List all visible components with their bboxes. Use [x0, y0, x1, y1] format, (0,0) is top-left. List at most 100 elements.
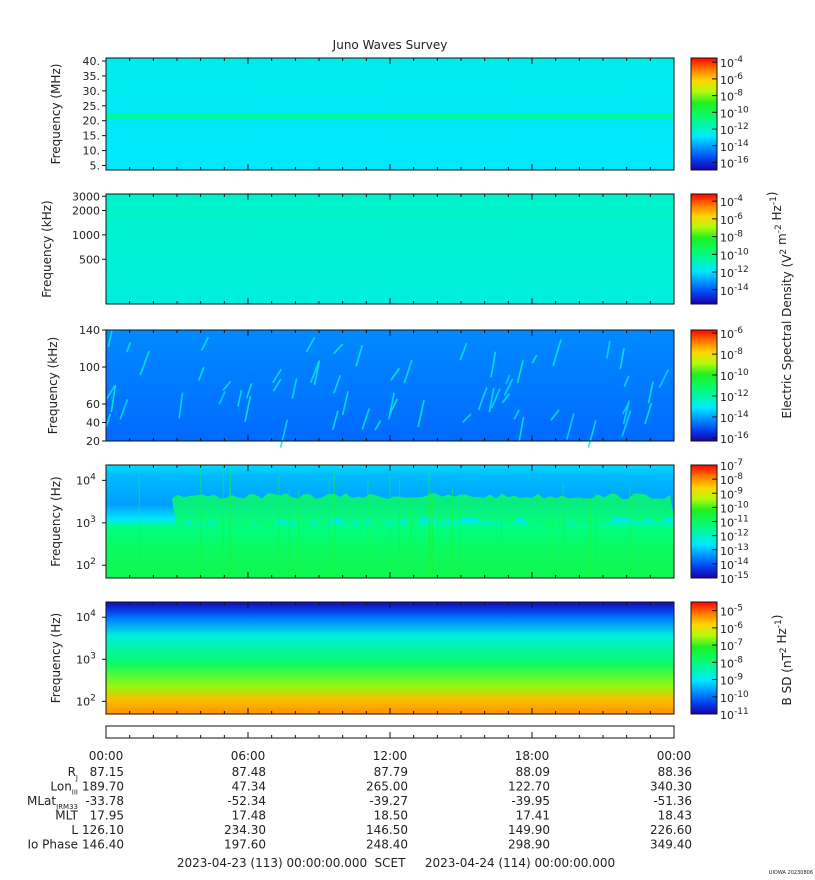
colorbar-tick-label: 10-10 — [720, 500, 749, 515]
emission-band — [106, 213, 674, 217]
burst-streak — [619, 348, 625, 370]
ephemeris-value: 298.90 — [508, 838, 550, 852]
burst-streak — [647, 381, 654, 404]
burst-streak — [271, 368, 282, 384]
burst-streak — [587, 420, 597, 448]
colorbar-tick-label: 10-6 — [720, 72, 743, 87]
burst-streak — [566, 413, 575, 440]
spectrogram-panels: 40. 35. 30. 25. 20. 15. 10. 5. Frequency (MHz) 30… — [40, 55, 675, 715]
burst-streak — [513, 409, 520, 420]
y-tick-label: 3000 — [72, 190, 100, 203]
ephemeris-value: 18.50 — [374, 809, 408, 823]
ephemeris-label: LonIII — [50, 780, 78, 797]
burst-streak — [107, 330, 113, 347]
y-tick-label: 40. — [83, 55, 101, 68]
burst-streak — [552, 339, 562, 367]
y-axis-label: Frequency (MHz) — [49, 64, 63, 165]
burst-streak — [200, 336, 210, 351]
y-tick-label: 35. — [83, 70, 101, 83]
colorbar-tick-label: 10-7 — [720, 458, 743, 473]
ephemeris-value: 47.34 — [232, 780, 266, 794]
colorbar-3: 10-6 10-8 10-10 10-12 10-14 10-16 — [690, 326, 749, 446]
colorbar-tick-label: 10-16 — [720, 431, 749, 446]
burst-streak — [501, 393, 511, 404]
ephemeris-value: 87.48 — [232, 765, 266, 779]
burst-streak — [390, 367, 401, 381]
colorbars: 10-410-610-810-1010-1210-1410-1610-410-6… — [690, 55, 749, 722]
y-tick-label: 40 — [86, 417, 100, 430]
footer-tag: UIOWA 20230806 — [769, 870, 813, 876]
efield-colorbar-label: Electric Spectral Density (V2 m-2 Hz-1) — [765, 191, 794, 418]
ephemeris-value: 146.50 — [366, 823, 408, 837]
chart-title: Juno Waves Survey — [332, 38, 448, 52]
ephemeris-value: 126.10 — [82, 823, 124, 837]
colorbar-tick-label: 10-6 — [720, 212, 743, 227]
colorbar-tick-label: 10-16 — [720, 155, 749, 170]
y-tick-label: 104 — [76, 609, 96, 624]
ephemeris-value: 234.30 — [224, 823, 266, 837]
ephemeris-row: RJ 87.15 87.48 87.79 88.09 88.36 — [68, 765, 692, 782]
burst-streak — [518, 416, 525, 441]
ephemeris-value: -51.36 — [653, 794, 692, 808]
burst-streak — [477, 387, 488, 411]
y-tick-label: 1000 — [72, 229, 100, 242]
burst-streak — [387, 392, 395, 420]
spectrogram-panel-3: 140 100 60 40 20 Frequency (kHz) — [46, 324, 675, 448]
burst-streak — [218, 391, 226, 405]
spectrogram-panel-1: 40. 35. 30. 25. 20. 15. 10. 5. Frequency (MHz) — [49, 55, 675, 173]
ephemeris-row: LonIII 189.70 47.34 265.00 122.70 340.30 — [50, 780, 692, 797]
ephemeris-value: 149.90 — [508, 823, 550, 837]
scet-end-label: 2023-04-24 (114) 00:00:00.000 — [425, 856, 615, 870]
burst-streak — [237, 389, 243, 407]
y-axis-label: Frequency (Hz) — [49, 476, 63, 567]
time-tick-label: 00:00 — [89, 749, 124, 763]
ephemeris-row: MLT 17.95 17.48 18.50 17.41 18.43 — [55, 809, 692, 823]
colorbar-tick-label: 10-14 — [720, 283, 749, 298]
y-tick-label: 100 — [79, 361, 100, 374]
ephemeris-value: 349.40 — [650, 838, 692, 852]
colorbar-tick-label: 10-14 — [720, 410, 749, 425]
ephemeris-row: Io Phase 146.40 197.60 248.40 298.90 349.40 — [27, 838, 692, 852]
colorbar-tick-label: 10-10 — [720, 247, 749, 262]
spectrogram-panel-4: 104 103 102 Frequency (Hz) — [49, 464, 675, 579]
burst-streak — [222, 380, 232, 391]
colorbar-tick-label: 10-10 — [720, 368, 749, 383]
ephemeris-value: 87.15 — [90, 765, 124, 779]
burst-streak — [305, 336, 316, 353]
burst-streak — [110, 384, 117, 413]
colorbar-tick-label: 10-12 — [720, 529, 749, 544]
y-tick-label: 5. — [90, 160, 101, 173]
burst-streak — [658, 369, 669, 388]
y-tick-label: 25. — [83, 100, 101, 113]
spectrogram-image — [106, 602, 674, 714]
burst-streak — [106, 385, 116, 400]
colorbar-2: 10-4 10-6 10-8 10-10 10-12 10-14 — [690, 193, 749, 305]
y-tick-label: 104 — [76, 472, 96, 487]
ephemeris-value: 17.95 — [90, 809, 124, 823]
scet-start-label: 2023-04-23 (113) 00:00:00.000 — [177, 856, 367, 870]
ephemeris-value: -33.78 — [85, 794, 124, 808]
colorbar-tick-label: 10-10 — [720, 690, 749, 705]
ephemeris-value: 88.09 — [516, 765, 550, 779]
colorbar-frame — [690, 329, 718, 442]
ephemeris-label: MLT — [55, 809, 78, 823]
spectrogram-panel-5: 104 103 102 Frequency (Hz) — [49, 601, 675, 715]
colorbar-tick-label: 10-13 — [720, 543, 749, 558]
scet-label: SCET — [375, 856, 407, 870]
colorbar-frame — [690, 57, 718, 171]
colorbar-tick-label: 10-8 — [720, 89, 743, 104]
burst-streak — [333, 374, 342, 394]
y-tick-label: 15. — [83, 130, 101, 143]
burst-streak — [462, 413, 472, 423]
ephemeris-row: MLatJRM33 -33.78 -52.34 -39.27 -39.95 -51.36 — [27, 794, 692, 811]
ephemeris-value: 197.60 — [224, 838, 266, 852]
burst-streak — [331, 410, 339, 431]
colorbar-tick-label: 10-4 — [720, 194, 743, 209]
burst-streak — [361, 408, 370, 430]
spectrogram-image — [106, 330, 674, 441]
ephemeris-label: L — [71, 823, 78, 837]
burst-streak — [505, 375, 511, 385]
y-tick-label: 102 — [76, 693, 96, 708]
colorbar-gradient — [691, 58, 717, 170]
